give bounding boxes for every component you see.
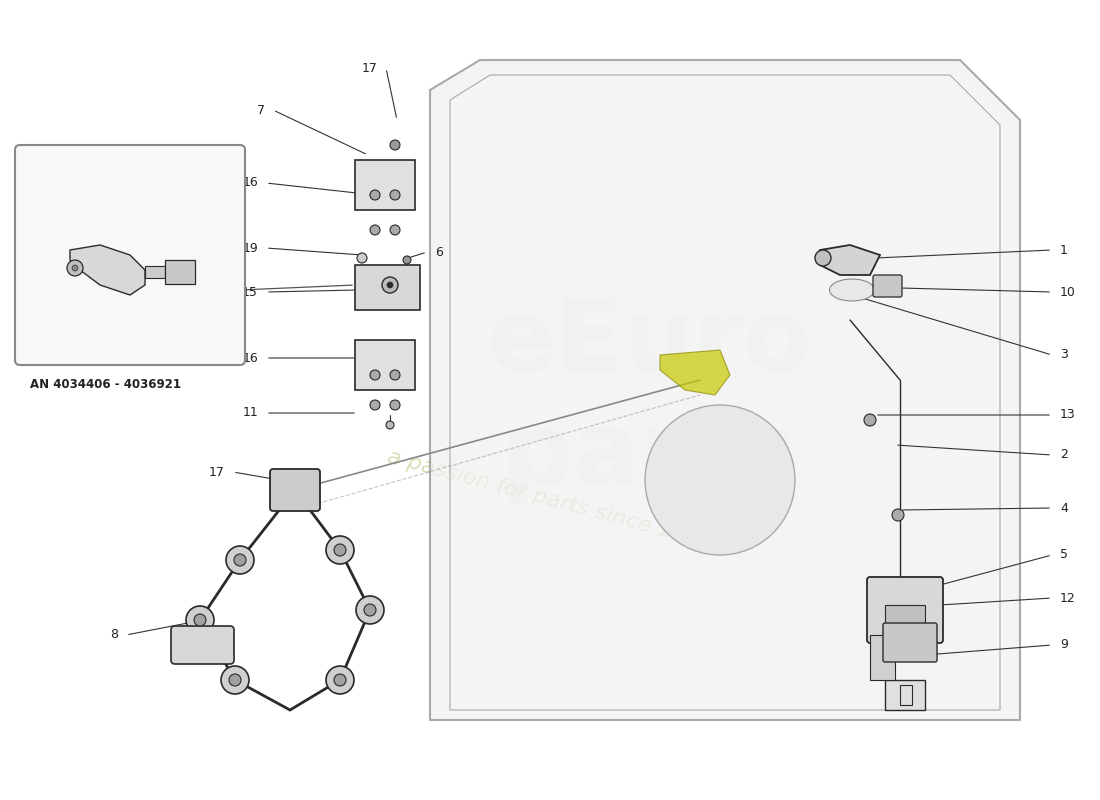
Circle shape	[370, 225, 379, 235]
Bar	[886, 680, 925, 710]
Circle shape	[326, 536, 354, 564]
Circle shape	[234, 554, 246, 566]
Circle shape	[326, 666, 354, 694]
Polygon shape	[660, 350, 730, 395]
Circle shape	[356, 596, 384, 624]
Circle shape	[226, 546, 254, 574]
Circle shape	[229, 674, 241, 686]
Circle shape	[194, 614, 206, 626]
Circle shape	[186, 606, 214, 634]
Circle shape	[390, 225, 400, 235]
Circle shape	[358, 253, 367, 263]
Text: 17: 17	[362, 62, 378, 74]
Polygon shape	[430, 60, 1020, 720]
Circle shape	[864, 414, 876, 426]
Text: 3: 3	[1060, 349, 1068, 362]
Text: 12: 12	[1060, 591, 1076, 605]
FancyBboxPatch shape	[873, 275, 902, 297]
Bar	[145, 266, 165, 278]
Text: 19: 19	[242, 242, 258, 254]
Polygon shape	[70, 245, 145, 295]
Polygon shape	[820, 245, 880, 275]
Circle shape	[387, 282, 393, 288]
Text: 5: 5	[1060, 549, 1068, 562]
FancyBboxPatch shape	[15, 145, 245, 365]
Bar	[886, 605, 925, 625]
Text: AN 4034406 - 4036921: AN 4034406 - 4036921	[30, 378, 182, 391]
Circle shape	[386, 421, 394, 429]
Text: 11: 11	[242, 406, 258, 419]
Circle shape	[645, 405, 795, 555]
Text: eEuro
parts: eEuro parts	[487, 295, 813, 505]
Circle shape	[370, 190, 379, 200]
Bar	[870, 635, 895, 680]
Bar	[165, 260, 195, 284]
Circle shape	[221, 666, 249, 694]
Text: 17: 17	[209, 466, 226, 478]
Circle shape	[390, 370, 400, 380]
Text: 1: 1	[1060, 243, 1068, 257]
Circle shape	[67, 260, 82, 276]
Circle shape	[382, 277, 398, 293]
Text: 9: 9	[1060, 638, 1068, 651]
Text: 2: 2	[1060, 449, 1068, 462]
Text: 10: 10	[1060, 286, 1076, 298]
Text: 6: 6	[434, 246, 443, 258]
Text: 16: 16	[242, 177, 258, 190]
Circle shape	[370, 370, 379, 380]
FancyBboxPatch shape	[170, 626, 234, 664]
Circle shape	[334, 674, 346, 686]
FancyBboxPatch shape	[867, 577, 943, 643]
Text: 7: 7	[257, 103, 265, 117]
Text: 15: 15	[242, 286, 258, 298]
Circle shape	[892, 509, 904, 521]
FancyBboxPatch shape	[883, 623, 937, 662]
Circle shape	[370, 400, 379, 410]
Bar	[355, 160, 415, 210]
Circle shape	[403, 256, 411, 264]
Circle shape	[334, 544, 346, 556]
Text: 18: 18	[55, 351, 70, 365]
Circle shape	[390, 400, 400, 410]
FancyBboxPatch shape	[270, 469, 320, 511]
Text: 4: 4	[1060, 502, 1068, 514]
Text: 16: 16	[242, 351, 258, 365]
Circle shape	[390, 140, 400, 150]
Ellipse shape	[829, 279, 874, 301]
Bar	[900, 685, 912, 705]
Circle shape	[364, 604, 376, 616]
Circle shape	[390, 190, 400, 200]
Bar	[355, 340, 415, 390]
Circle shape	[72, 265, 78, 271]
Text: 8: 8	[110, 629, 118, 642]
Text: 13: 13	[1060, 409, 1076, 422]
Text: a passion for parts since 1985: a passion for parts since 1985	[385, 447, 715, 553]
Polygon shape	[355, 265, 420, 310]
Circle shape	[815, 250, 830, 266]
